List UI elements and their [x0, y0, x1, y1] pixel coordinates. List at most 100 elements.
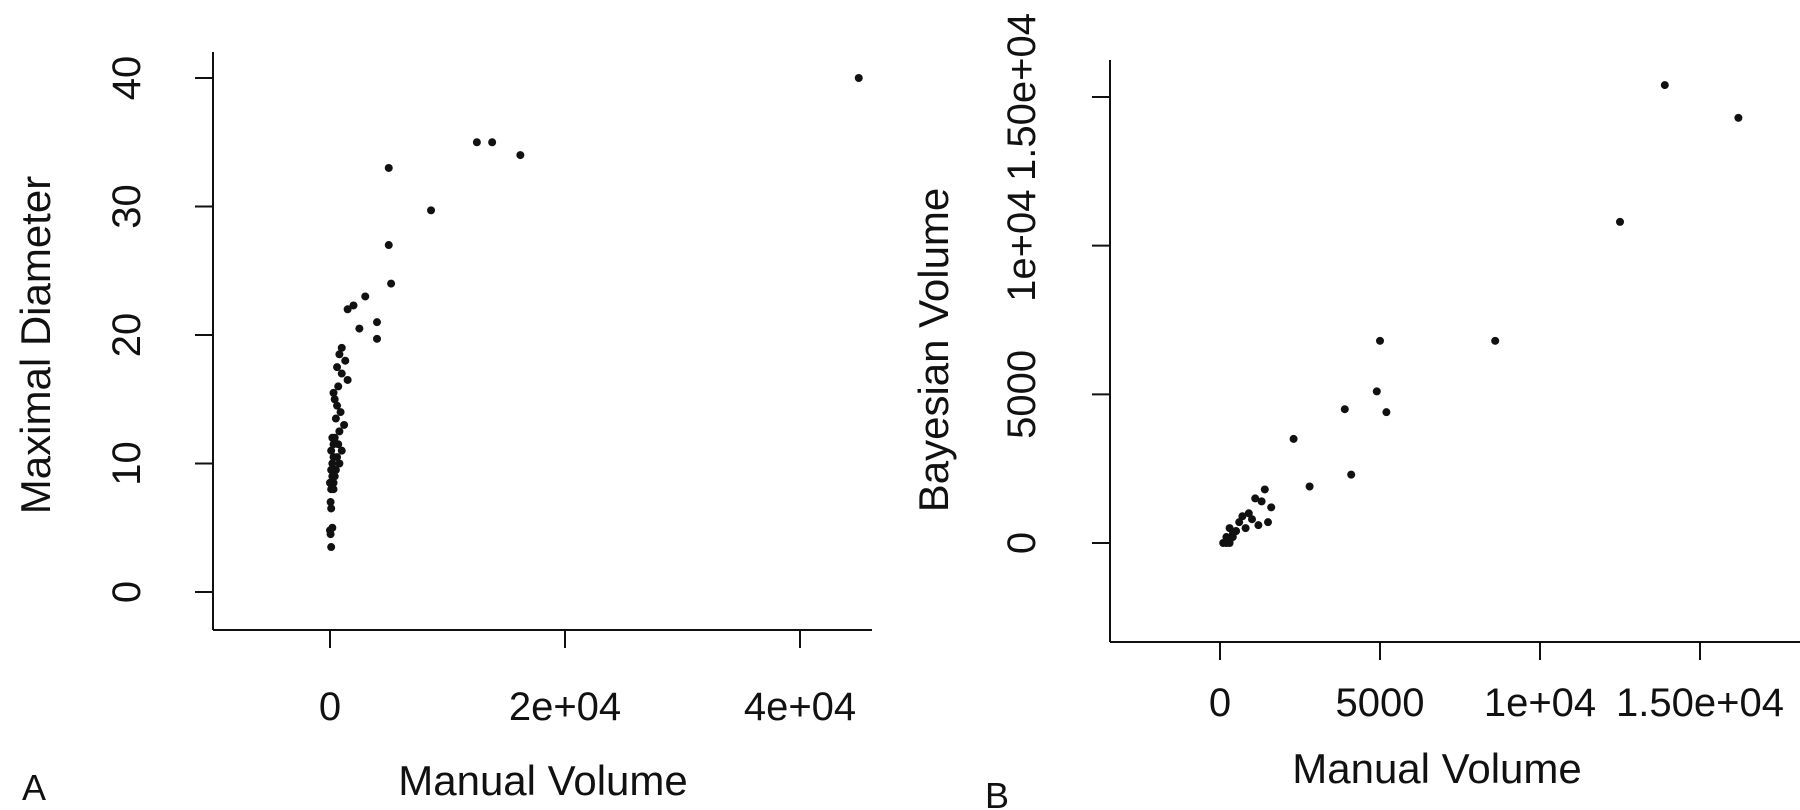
panel-a-point [341, 356, 350, 365]
panel-b-point [1616, 217, 1624, 226]
panel-a-point [329, 485, 338, 494]
panel-b-letter: B [985, 775, 1009, 810]
panel-b-point [1251, 494, 1260, 503]
panel-b-point [1260, 485, 1269, 494]
panel-b-x-tick-label: 1.50e+04 [1616, 681, 1784, 725]
panel-a-y-tick-label: 10 [105, 441, 149, 486]
panel-b-point [1235, 518, 1244, 527]
panel-a-point [373, 318, 381, 327]
panel-a-x-tick-label: 2e+04 [509, 685, 621, 729]
panel-a-point [333, 363, 342, 372]
panel-a-point [330, 433, 339, 442]
panel-a-point [327, 465, 336, 474]
panel-b-point [1248, 515, 1256, 524]
panel-a-point [326, 478, 334, 487]
panel-a-point [343, 375, 352, 384]
panel-a-x-ticks: 0 2e+04 4e+04 [319, 630, 856, 729]
panel-a-point [333, 401, 342, 410]
panel-a-point [337, 343, 346, 352]
panel-b-point [1228, 533, 1237, 542]
panel-a-point [355, 324, 364, 333]
panel-b-point [1238, 512, 1247, 521]
panel-b-point [1660, 81, 1669, 90]
panel-a-point [327, 446, 336, 455]
panel-a-point [384, 241, 393, 250]
panel-a-point [427, 206, 436, 215]
panel-a-point [387, 279, 396, 288]
panel-a-x-tick-label: 0 [319, 685, 341, 729]
panel-a-y-tick-label: 30 [105, 184, 149, 229]
panel-a-y-axis-title: Maximal Diameter [12, 176, 59, 514]
panel-b-point [1289, 434, 1298, 443]
panel-b-x-tick-label: 5000 [1336, 681, 1425, 725]
panel-a-point [337, 369, 346, 378]
panel-a-point [343, 305, 352, 314]
panel-a-point [336, 408, 345, 417]
panel-b-points [1219, 81, 1743, 547]
panel-a-points [326, 74, 863, 552]
panel-a-point [335, 459, 344, 468]
panel-a-x-tick-label: 4e+04 [744, 685, 856, 729]
panel-a-point [327, 504, 336, 513]
panel-b-point [1257, 497, 1266, 506]
panel-a-y-tick-label: 20 [105, 313, 149, 358]
panel-a-point [349, 301, 358, 310]
panel-a-point [488, 138, 497, 147]
panel-b-x-axis-title: Manual Volume [1292, 745, 1582, 792]
panel-a-point [337, 446, 346, 455]
panel-a: A 0 10 20 30 40 0 2e+04 4e+04 Manual Volume Ma… [12, 52, 872, 808]
panel-a-point [373, 334, 381, 343]
panel-a-y-ticks: 0 10 20 30 40 [105, 56, 213, 603]
panel-b-x-tick-label: 0 [1209, 681, 1231, 725]
panel-a-point [328, 472, 337, 481]
panel-a-point [327, 543, 336, 552]
panel-b-point [1232, 527, 1240, 536]
panel-a-point [329, 388, 338, 397]
panel-b-point [1225, 539, 1234, 547]
panel-b-point [1264, 518, 1272, 527]
panel-a-y-tick-label: 40 [105, 56, 149, 101]
panel-b-point [1267, 503, 1276, 512]
panel-a-point [331, 414, 340, 423]
panel-a-point [335, 427, 344, 436]
panel-b-point [1376, 336, 1384, 345]
panel-b-y-tick-label: 1.50e+04 [1000, 13, 1044, 181]
panel-b-point [1372, 387, 1381, 396]
panel-b-point [1734, 113, 1743, 122]
panel-b-y-axis-title: Bayesian Volume [910, 188, 957, 513]
panel-b-x-tick-label: 1e+04 [1484, 681, 1596, 725]
panel-b-y-tick-label: 1e+04 [1000, 189, 1044, 301]
panel-a-point [384, 163, 393, 172]
panel-a-point [472, 138, 481, 147]
panel-a-point [328, 459, 337, 468]
panel-b-point [1491, 336, 1500, 345]
panel-a-point [326, 498, 335, 507]
panel-b-point [1244, 509, 1253, 518]
panel-a-point [516, 151, 525, 160]
panel-b-point [1225, 524, 1234, 533]
panel-a-x-axis-title: Manual Volume [398, 757, 688, 804]
panel-b-point [1382, 408, 1391, 417]
panel-a-point [854, 74, 863, 82]
panel-a-point [335, 350, 344, 359]
panel-b-point [1254, 521, 1263, 530]
panel-a-point [326, 530, 335, 539]
panel-b-point [1347, 470, 1356, 479]
panel-a-point [361, 292, 370, 301]
panel-b-point [1241, 524, 1250, 533]
panel-a-point [330, 395, 339, 404]
panel-a-point [333, 453, 342, 462]
panel-a-point [340, 420, 349, 429]
panel-a-point [334, 440, 343, 449]
panel-b-y-tick-label: 0 [1000, 532, 1044, 554]
panel-b-point [1305, 482, 1314, 491]
panel-b-point [1340, 405, 1349, 414]
panel-a-point [334, 382, 343, 391]
panel-b-y-tick-label: 5000 [1000, 350, 1044, 439]
panel-b-x-ticks: 0 5000 1e+04 1.50e+04 [1209, 642, 1784, 725]
panel-a-y-tick-label: 0 [105, 581, 149, 603]
panel-a-letter: A [22, 767, 46, 808]
panel-b-y-ticks: 0 5000 1e+04 1.50e+04 [1000, 13, 1110, 554]
